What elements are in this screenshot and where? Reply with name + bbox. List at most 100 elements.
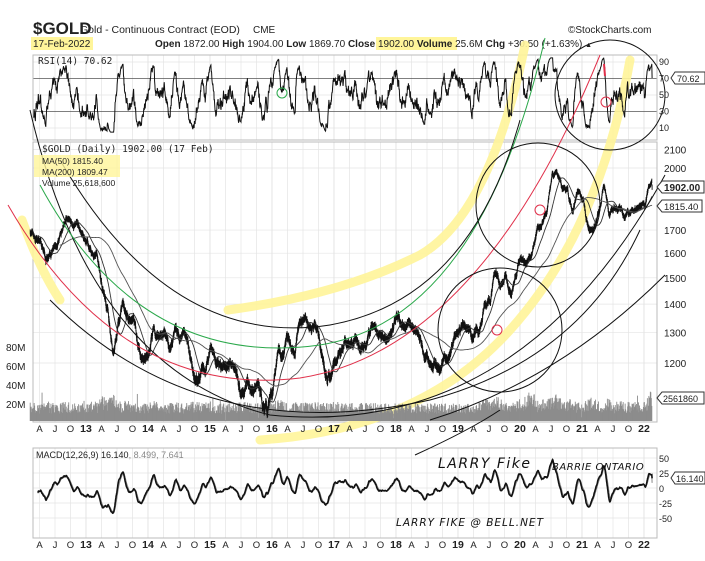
macd-panel-frame: [32, 447, 658, 539]
ohlc-summary: Open 1872.00 High 1904.00 Low 1869.70 Cl…: [155, 39, 592, 50]
macd-legend: MACD(12,26,9) 16.140, 8.499, 7.641: [36, 450, 184, 460]
rsi-legend: RSI(14) 70.62: [38, 56, 112, 67]
x-tick-label: A: [346, 540, 353, 551]
x-tick-label: 22: [638, 423, 650, 435]
volume-last-tag: 2561860: [656, 391, 705, 405]
x-tick-label: O: [253, 424, 260, 435]
macd-series: [37, 458, 653, 515]
arc-macd-stroke: [414, 409, 501, 456]
macd-line: [37, 458, 653, 515]
volume-bars: [29, 391, 653, 421]
volume-label: Volume: [417, 39, 453, 50]
x-tick-label: O: [501, 540, 508, 551]
rsi-tick-label: 90: [659, 57, 669, 67]
price-tick-label: 2000: [664, 164, 687, 175]
circle-2019: [437, 267, 563, 393]
x-tick-label: A: [532, 540, 539, 551]
x-tick-label: J: [611, 424, 616, 435]
x-tick-label: 17: [328, 539, 340, 551]
x-tick-label: J: [549, 540, 554, 551]
axes: AAJJOO1313AAJJOO1414AAJJOO1515AAJJOO1616…: [6, 57, 687, 551]
x-tick-label: O: [563, 540, 570, 551]
marker-green-rsi: [276, 87, 288, 99]
x-tick-label: 14: [142, 423, 154, 435]
volume-tick-label: 40M: [6, 381, 25, 392]
x-tick-label: 14: [142, 539, 154, 551]
ma200-line: [59, 197, 653, 387]
highlight-arc-outer: [223, 40, 530, 315]
author-signature: LARRY Fike: [438, 456, 532, 472]
price-last-tag: 1902.00: [656, 180, 705, 194]
x-tick-label: O: [191, 540, 198, 551]
price-tick-label: 1200: [664, 359, 687, 370]
exchange-label: CME: [253, 25, 276, 36]
x-tick-label: O: [625, 424, 632, 435]
price-tick-label: 2100: [664, 145, 687, 156]
open-value: 1872.00: [183, 39, 220, 50]
x-tick-label: A: [98, 540, 105, 551]
volume-tick-label: 80M: [6, 343, 25, 354]
low-label: Low: [286, 39, 306, 50]
x-tick-label: A: [532, 424, 539, 435]
marker-red-2020: [534, 204, 546, 216]
x-tick-label: O: [315, 424, 322, 435]
ma50-legend: MA(50) 1815.40: [42, 156, 103, 166]
x-tick-label: A: [36, 540, 43, 551]
rsi-line: [33, 57, 653, 133]
x-tick-label: A: [408, 540, 415, 551]
x-tick-label: 13: [80, 539, 92, 551]
date-label: 17-Feb-2022: [33, 39, 91, 50]
x-tick-label: A: [160, 424, 167, 435]
x-tick-label: J: [549, 424, 554, 435]
x-tick-label: 18: [390, 539, 402, 551]
marker-red-tick: [603, 63, 606, 77]
marker-red-rsi: [600, 96, 612, 108]
ma-legend-highlight: [34, 155, 120, 177]
x-tick-label: A: [594, 424, 601, 435]
yellow-highlight-arcs: [17, 40, 635, 445]
x-tick-label: J: [177, 424, 182, 435]
volume-value: 25.6M: [455, 39, 483, 50]
x-tick-label: J: [487, 540, 492, 551]
macd-tick-label: 50: [659, 454, 669, 464]
email-note: LARRY FIKE @ BELL.NET: [396, 517, 545, 529]
x-tick-label: 22: [638, 539, 650, 551]
x-tick-label: A: [346, 424, 353, 435]
high-value: 1904.00: [247, 39, 284, 50]
x-tick-label: 21: [576, 423, 588, 435]
x-tick-label: J: [239, 540, 244, 551]
x-tick-label: A: [408, 424, 415, 435]
close-value: 1902.00: [378, 39, 415, 50]
ma200-legend: MA(200) 1809.47: [42, 167, 108, 177]
ma50-last-tag: 1815.40: [656, 199, 703, 213]
x-tick-label: A: [284, 424, 291, 435]
volume-legend: Volume 25,618,600: [42, 178, 116, 188]
svg-text:Open 1872.00 High 1904.00 Low: Open 1872.00 High 1904.00 Low 1869.70 Cl…: [155, 39, 592, 50]
x-tick-label: 13: [80, 423, 92, 435]
location-note: BARRIE ONTARIO: [552, 462, 644, 473]
price-panel-frame: [32, 141, 658, 423]
price-last-value: 1902.00: [664, 183, 701, 194]
x-tick-label: J: [177, 540, 182, 551]
x-tick-label: A: [36, 424, 43, 435]
date-highlight: [31, 37, 93, 50]
symbol-title: $GOLD: [33, 19, 92, 38]
x-tick-label: A: [594, 540, 601, 551]
x-tick-label: O: [439, 424, 446, 435]
x-tick-label: O: [67, 540, 74, 551]
close-highlight: [376, 37, 457, 50]
x-tick-label: 18: [390, 423, 402, 435]
x-tick-label: O: [377, 540, 384, 551]
x-tick-label: J: [115, 540, 120, 551]
arc-red: [7, 54, 601, 381]
chg-value: +30.50 (+1.63%): [508, 39, 583, 50]
rsi-last-tag: 70.62: [670, 71, 705, 85]
rsi-last-value: 70.62: [677, 74, 700, 84]
x-tick-label: O: [129, 540, 136, 551]
circle-2020: [475, 142, 601, 268]
source-credit: ©StockCharts.com: [568, 25, 652, 36]
x-tick-label: J: [53, 424, 58, 435]
rsi-tick-label: 70: [659, 74, 669, 84]
volume-last-value: 2561860: [663, 394, 698, 404]
